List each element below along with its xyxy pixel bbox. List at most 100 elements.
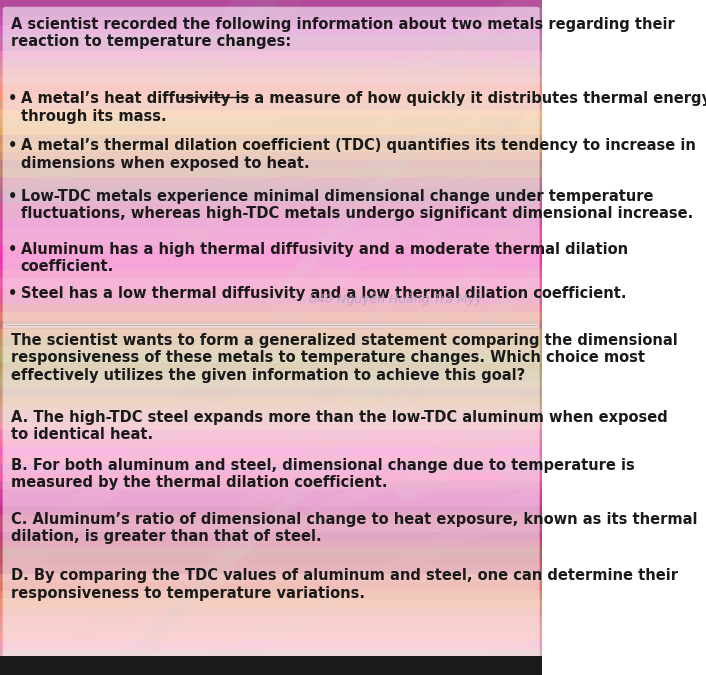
- Bar: [0, 144, 542, 152]
- Bar: [0, 194, 542, 202]
- Bar: [0, 413, 542, 422]
- Bar: [0, 202, 542, 211]
- Text: The scientist wants to form a generalized statement comparing the dimensional
re: The scientist wants to form a generalize…: [11, 333, 678, 383]
- Bar: [0, 228, 542, 236]
- Bar: [0, 178, 542, 186]
- Bar: [0, 566, 542, 574]
- Bar: [0, 329, 542, 338]
- Text: Low-TDC metals experience minimal dimensional change under temperature
fluctuati: Low-TDC metals experience minimal dimens…: [20, 189, 693, 221]
- Bar: [0, 93, 542, 101]
- Bar: [0, 110, 542, 118]
- Bar: [0, 42, 542, 51]
- Bar: [0, 135, 542, 144]
- Bar: [0, 59, 542, 68]
- Bar: [0, 431, 542, 439]
- Bar: [0, 448, 542, 456]
- Bar: [0, 548, 542, 557]
- Bar: [0, 346, 542, 354]
- Bar: [0, 363, 542, 371]
- Bar: [0, 186, 542, 194]
- Text: •: •: [8, 242, 18, 256]
- Bar: [0, 76, 542, 84]
- Bar: [0, 557, 542, 566]
- Bar: [0, 236, 542, 245]
- Bar: [0, 101, 542, 110]
- Bar: [0, 397, 542, 405]
- Bar: [0, 354, 542, 363]
- Bar: [0, 287, 542, 296]
- Bar: [0, 608, 542, 616]
- Bar: [0, 532, 542, 540]
- Bar: [0, 51, 542, 59]
- Bar: [0, 599, 542, 608]
- Bar: [0, 279, 542, 287]
- Bar: [0, 422, 542, 431]
- Text: Steel has a low thermal diffusivity and a low thermal dilation coefficient.: Steel has a low thermal diffusivity and …: [20, 286, 626, 300]
- Bar: [0, 379, 542, 388]
- Bar: [0, 439, 542, 447]
- Text: A metal’s thermal dilation coefficient (TDC) quantifies its tendency to increase: A metal’s thermal dilation coefficient (…: [20, 138, 695, 171]
- Bar: [0, 296, 542, 304]
- Text: B. For both aluminum and steel, dimensional change due to temperature is
measure: B. For both aluminum and steel, dimensio…: [11, 458, 635, 490]
- Bar: [0, 253, 542, 261]
- Text: •: •: [8, 91, 18, 106]
- Bar: [0, 481, 542, 489]
- Bar: [0, 313, 542, 321]
- Bar: [0, 656, 542, 675]
- Bar: [0, 633, 542, 641]
- Bar: [0, 641, 542, 649]
- Bar: [0, 0, 542, 9]
- Text: •: •: [8, 286, 18, 300]
- Text: A scientist recorded the following information about two metals regarding their
: A scientist recorded the following infor…: [11, 17, 675, 49]
- Bar: [0, 17, 542, 26]
- Text: 040 Nguyễn Hoàng Trà Myỳ: 040 Nguyễn Hoàng Trà Myỳ: [309, 292, 482, 306]
- Text: •: •: [8, 189, 18, 204]
- Bar: [0, 9, 542, 17]
- Bar: [0, 498, 542, 506]
- Text: D. By comparing the TDC values of aluminum and steel, one can determine their
re: D. By comparing the TDC values of alumin…: [11, 568, 678, 601]
- Bar: [0, 270, 542, 278]
- Bar: [0, 514, 542, 523]
- Text: C. Aluminum’s ratio of dimensional change to heat exposure, known as its thermal: C. Aluminum’s ratio of dimensional chang…: [11, 512, 698, 544]
- Bar: [0, 169, 542, 177]
- Bar: [0, 161, 542, 169]
- Bar: [0, 245, 542, 253]
- Bar: [0, 211, 542, 219]
- Bar: [0, 371, 542, 379]
- Bar: [0, 649, 542, 658]
- Bar: [0, 68, 542, 76]
- Bar: [0, 26, 542, 34]
- FancyBboxPatch shape: [3, 7, 539, 327]
- Text: A. The high-TDC steel expands more than the low-TDC aluminum when exposed
to ide: A. The high-TDC steel expands more than …: [11, 410, 668, 442]
- Bar: [0, 127, 542, 135]
- Bar: [0, 540, 542, 548]
- Bar: [0, 118, 542, 127]
- Bar: [0, 464, 542, 472]
- Bar: [0, 523, 542, 532]
- Bar: [0, 667, 542, 675]
- Bar: [0, 582, 542, 591]
- Bar: [0, 388, 542, 397]
- Text: Aluminum has a high thermal diffusivity and a moderate thermal dilation
coeffici: Aluminum has a high thermal diffusivity …: [20, 242, 628, 274]
- Bar: [0, 591, 542, 599]
- Bar: [0, 219, 542, 228]
- Bar: [0, 616, 542, 624]
- Bar: [0, 472, 542, 481]
- Bar: [0, 34, 542, 42]
- FancyBboxPatch shape: [3, 324, 539, 662]
- Bar: [0, 624, 542, 633]
- Bar: [0, 489, 542, 498]
- Bar: [0, 152, 542, 161]
- Bar: [0, 658, 542, 667]
- Text: •: •: [8, 138, 18, 153]
- Bar: [0, 574, 542, 582]
- Bar: [0, 304, 542, 312]
- Text: A metal’s heat diffusivity is a measure of how quickly it distributes thermal en: A metal’s heat diffusivity is a measure …: [20, 91, 706, 124]
- Bar: [0, 321, 542, 329]
- Bar: [0, 84, 542, 93]
- Bar: [0, 405, 542, 413]
- Bar: [0, 456, 542, 464]
- Bar: [0, 262, 542, 270]
- Bar: [0, 506, 542, 514]
- Bar: [0, 338, 542, 346]
